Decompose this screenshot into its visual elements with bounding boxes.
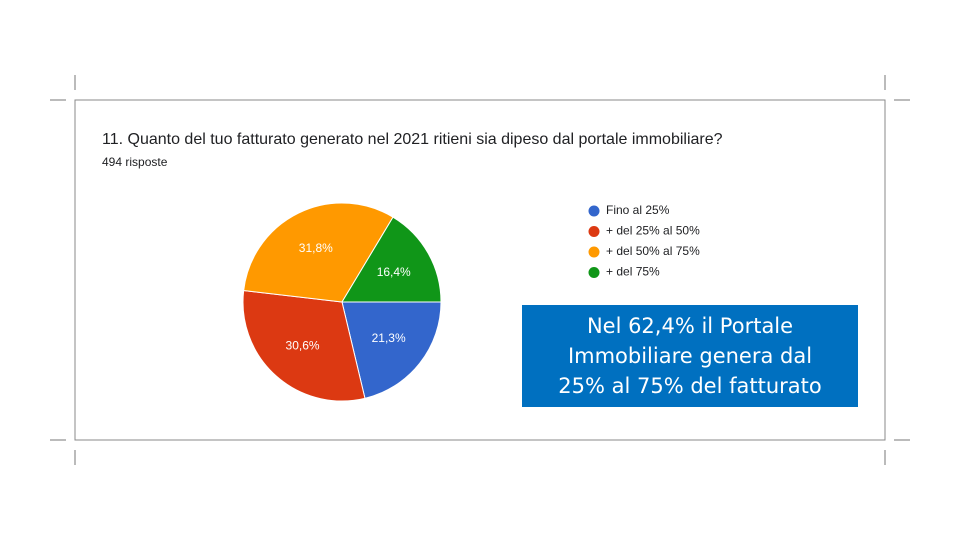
legend-marker — [588, 267, 600, 278]
value-label: 30,6% — [286, 339, 320, 353]
pie-slice — [242, 289, 366, 402]
annotation: Nel 62,4% il Portale Immobiliare genera … — [522, 305, 858, 407]
chart-title: 11. Quanto del tuo fatturato generato ne… — [102, 131, 723, 148]
legend-label: + del 25% al 50% — [606, 224, 700, 238]
legend-label: + del 75% — [606, 265, 660, 279]
legend-marker — [588, 226, 600, 237]
chart-subtitle: 494 risposte — [102, 155, 168, 169]
legend-label: Fino al 25% — [606, 203, 670, 217]
pie-slice — [243, 202, 394, 303]
value-label: 31,8% — [299, 241, 333, 255]
value-label: 16,4% — [377, 265, 411, 279]
legend-marker — [588, 246, 600, 258]
pie-slice — [341, 301, 442, 399]
pie-slice — [341, 216, 442, 303]
value-label: 21,3% — [372, 331, 406, 345]
legend-label: + del 50% al 75% — [606, 244, 700, 258]
legend-marker — [588, 205, 600, 217]
frame — [50, 75, 910, 465]
